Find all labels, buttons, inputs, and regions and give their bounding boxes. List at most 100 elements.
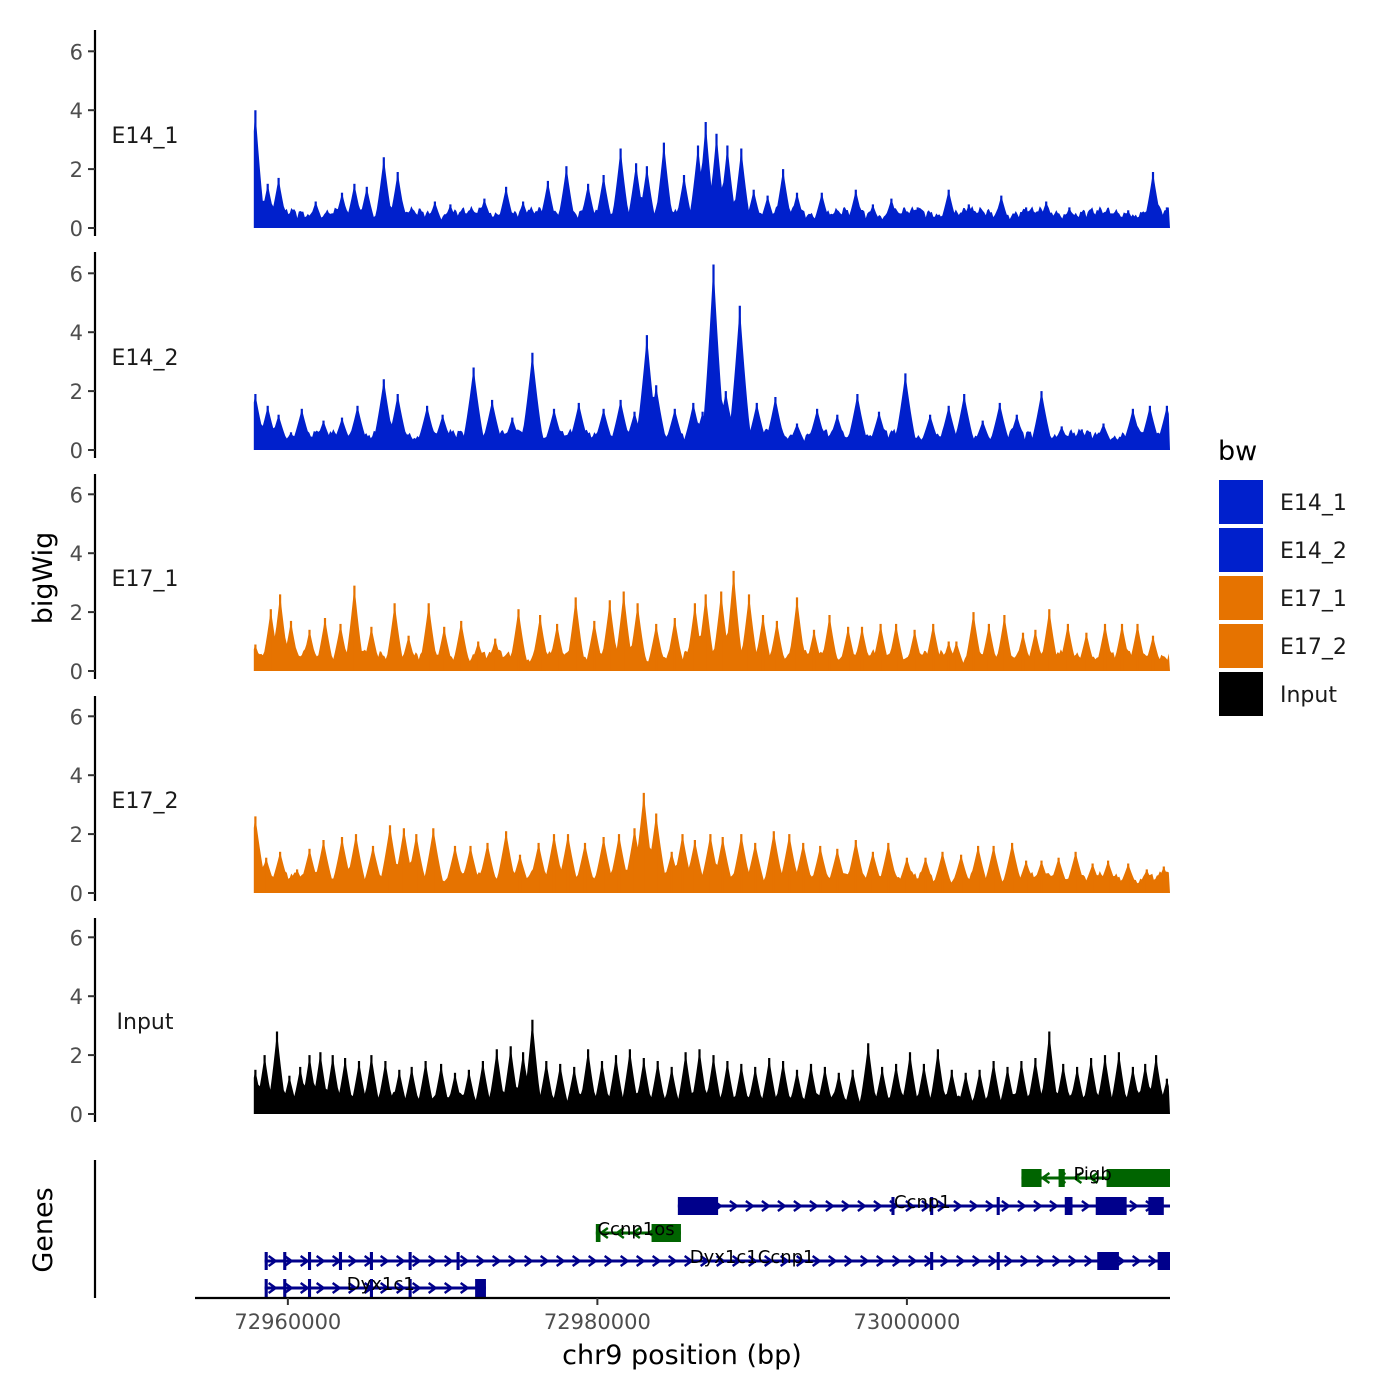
strand-arrow <box>1147 1255 1158 1267</box>
strand-arrow <box>651 1255 662 1267</box>
gene-exon <box>595 1224 601 1242</box>
y-tick-label: 4 <box>70 99 83 123</box>
strand-arrow <box>987 1255 998 1267</box>
legend-swatch <box>1219 480 1263 524</box>
y-tick-label: 6 <box>70 705 83 729</box>
y-tick-label: 4 <box>70 764 83 788</box>
track-label: Input <box>117 1010 174 1035</box>
gene-exon <box>1148 1197 1164 1215</box>
strand-arrow <box>347 1282 358 1294</box>
strand-arrow <box>1003 1255 1014 1267</box>
strand-arrow <box>614 1227 625 1239</box>
strand-arrow <box>539 1255 550 1267</box>
strand-arrow <box>315 1255 326 1267</box>
gene-exon <box>283 1252 287 1270</box>
y-tick-label: 2 <box>70 380 83 404</box>
gene-exon <box>369 1252 373 1270</box>
strand-arrow <box>827 1255 838 1267</box>
strand-arrow <box>283 1255 294 1267</box>
strand-arrow <box>555 1255 566 1267</box>
strand-arrow <box>1081 1200 1091 1212</box>
strand-arrow <box>1049 1200 1059 1212</box>
strand-arrow <box>1035 1255 1046 1267</box>
strand-arrow <box>1083 1255 1094 1267</box>
gene-exon <box>1064 1197 1073 1215</box>
gene-label: Dyx1c1Ccnp1 <box>690 1247 815 1268</box>
strand-arrow <box>731 1255 742 1267</box>
strand-arrow <box>905 1200 915 1212</box>
strand-arrow <box>793 1200 803 1212</box>
track-label: E17_1 <box>112 567 179 592</box>
strand-arrow <box>427 1282 438 1294</box>
gene-label: Dyx1c1 <box>347 1274 415 1295</box>
strand-arrow <box>1051 1255 1062 1267</box>
gene-exon <box>307 1279 312 1297</box>
y-tick-label: 4 <box>70 321 83 345</box>
legend-swatch <box>1219 672 1263 716</box>
strand-arrow <box>475 1255 486 1267</box>
gene-exon <box>930 1197 934 1215</box>
gene-exon <box>408 1252 412 1270</box>
gene-panel: Pigb Ccnp1 Ccnp1os Dyx1c1Ccnp1 Dyx1c1 <box>93 1160 1170 1298</box>
signal-area-E14_2 <box>253 276 1171 450</box>
strand-arrow <box>1040 1172 1051 1184</box>
strand-arrow <box>859 1255 870 1267</box>
legend-label: E17_2 <box>1280 635 1347 660</box>
strand-arrow <box>729 1200 739 1212</box>
strand-arrow <box>891 1255 902 1267</box>
y-tick-label: 6 <box>70 262 83 286</box>
strand-arrow <box>267 1282 278 1294</box>
y-tick-label: 2 <box>70 1044 83 1068</box>
track-E14_1: 0 2 4 6 E14_1 <box>70 30 1171 241</box>
gene-exon <box>408 1279 412 1297</box>
strand-arrow <box>843 1255 854 1267</box>
strand-arrow <box>971 1255 982 1267</box>
strand-arrow <box>795 1255 806 1267</box>
strand-arrow <box>841 1200 851 1212</box>
strand-arrow <box>1072 1172 1083 1184</box>
y-tick-label: 0 <box>70 217 83 241</box>
strand-arrow <box>683 1255 694 1267</box>
legend-entry-E14_1: E14_1 <box>1219 480 1347 524</box>
strand-arrow <box>921 1200 931 1212</box>
y-tick-label: 2 <box>70 823 83 847</box>
strand-arrow <box>283 1282 294 1294</box>
gene-label: Ccnp1os <box>597 1219 674 1240</box>
strand-arrow <box>1129 1200 1139 1212</box>
gene-exon <box>264 1252 268 1270</box>
track-E17_1: 0 2 4 6 E17_1 <box>70 474 1171 684</box>
gene-exon <box>1157 1252 1170 1270</box>
track-label: E14_1 <box>112 124 179 149</box>
strand-arrow <box>875 1255 886 1267</box>
y-tick-label: 4 <box>70 985 83 1009</box>
signal-area-Input <box>253 1024 1171 1114</box>
legend-title: bw <box>1218 436 1257 467</box>
gene-label: Pigb <box>1073 1164 1111 1185</box>
x-tick-label: 73000000 <box>853 1310 960 1334</box>
track-E14_2: 0 2 4 6 E14_2 <box>70 252 1171 463</box>
strand-arrow <box>777 1200 787 1212</box>
gene-exon <box>1058 1169 1065 1187</box>
strand-arrow <box>907 1255 918 1267</box>
signal-area-E14_1 <box>253 110 1171 228</box>
gene-exon <box>651 1224 681 1242</box>
strand-arrow <box>985 1200 995 1212</box>
strand-arrow <box>937 1200 947 1212</box>
gene-exon <box>996 1197 1000 1215</box>
gene-Ccnp1os: Ccnp1os <box>595 1219 681 1242</box>
signal-area-E17_1 <box>253 573 1171 671</box>
strand-arrow <box>603 1255 614 1267</box>
track-Input: 0 2 4 6 Input <box>70 918 1171 1127</box>
gene-exon <box>1021 1169 1042 1187</box>
strand-arrow <box>811 1255 822 1267</box>
gene-exon <box>369 1279 373 1297</box>
strand-arrow <box>491 1255 502 1267</box>
legend: bw E14_1 E14_2 E17_1 E17_2 Input <box>1218 436 1347 716</box>
strand-arrow <box>747 1255 758 1267</box>
gene-label: Ccnp1 <box>894 1192 951 1213</box>
y-tick-label: 6 <box>70 926 83 950</box>
strand-arrow <box>299 1255 310 1267</box>
x-tick-label: 72960000 <box>234 1310 341 1334</box>
strand-arrow <box>715 1255 726 1267</box>
